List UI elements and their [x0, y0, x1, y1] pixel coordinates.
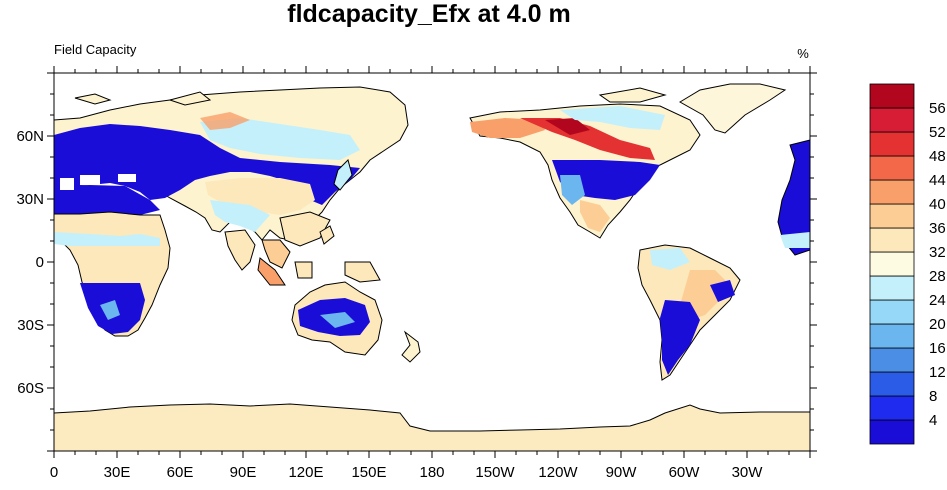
field-gap-2	[60, 178, 74, 190]
colorbar-box	[869, 155, 915, 181]
colorbar-label: 8	[929, 388, 937, 405]
lat-tick-label: 30S	[17, 317, 44, 334]
map-panel: 0 30E 60E 90E 120E 150E 180 150W 120W 90W 60W 30W 6…	[16, 66, 817, 481]
field-usa-west	[560, 175, 585, 205]
colorbar-box	[869, 107, 915, 133]
field-south-africa-2	[100, 300, 120, 320]
colorbar-box	[869, 275, 915, 301]
field-central-asia-light	[210, 200, 270, 232]
colorbar-box	[869, 347, 915, 373]
lon-tick-label: 90E	[230, 464, 257, 481]
field-sahara	[54, 185, 160, 215]
colorbar-label: 40	[929, 196, 946, 213]
colorbar-box	[869, 395, 915, 421]
colorbar-box	[869, 179, 915, 205]
colorbar-box	[869, 131, 915, 157]
field-alaska	[470, 118, 545, 138]
colorbar-box	[869, 371, 915, 397]
lon-tick-label: 60W	[669, 464, 701, 481]
lon-tick-label: 0	[50, 464, 58, 481]
india	[224, 229, 256, 271]
colorbar-box	[869, 203, 915, 229]
colorbar-label: 56	[929, 100, 946, 117]
colorbar-label: 32	[929, 244, 946, 261]
colorbar-box	[869, 227, 915, 253]
field-ural-high	[200, 112, 250, 130]
arctic-canada	[598, 87, 667, 103]
colorbar-label: 52	[929, 124, 946, 141]
lon-tick-label: 60E	[167, 464, 194, 481]
field-siberia-light	[200, 118, 360, 160]
philippines	[319, 225, 335, 245]
lon-tick-label: 120E	[288, 464, 323, 481]
colorbar-label: 16	[929, 340, 946, 357]
lat-tick-label: 60S	[17, 380, 44, 397]
chart-title: fldcapacity_Efx at 4.0 m	[287, 0, 570, 28]
colorbar-box	[869, 419, 915, 445]
colorbar-label: 12	[929, 364, 946, 381]
left-label: Field Capacity	[54, 42, 137, 57]
lat-ticks: 60N 30N 0 30S 60S	[16, 72, 817, 452]
field-eurasia-low	[54, 124, 360, 205]
novaya-zemlya	[168, 91, 212, 106]
svalbard	[74, 93, 112, 105]
lat-tick-label: 0	[36, 254, 44, 271]
colorbar-label: 28	[929, 268, 946, 285]
borneo	[294, 261, 313, 279]
lon-tick-label: 120W	[538, 464, 578, 481]
antarctica	[54, 403, 810, 451]
new-zealand	[401, 330, 421, 363]
colorbar-label: 44	[929, 172, 946, 189]
field-canada-high	[520, 118, 655, 160]
lon-tick-label: 90W	[606, 464, 638, 481]
lon-tick-label: 150E	[351, 464, 386, 481]
field-canada-max	[545, 118, 590, 135]
colorbar-label: 4	[929, 412, 937, 429]
lat-tick-label: 60N	[16, 128, 44, 145]
field-edge-light	[780, 232, 810, 248]
lat-tick-label: 30N	[16, 191, 44, 208]
sumatra	[257, 257, 286, 286]
colorbar-label: 48	[929, 148, 946, 165]
colorbar-label: 20	[929, 316, 946, 333]
greenland	[679, 83, 787, 134]
land-field	[54, 83, 810, 451]
field-mexico	[580, 200, 610, 232]
colorbar-label: 36	[929, 220, 946, 237]
units-label: %	[797, 46, 809, 61]
colorbar-box	[869, 83, 915, 109]
field-venezuela	[650, 248, 690, 270]
lon-tick-label: 180	[419, 464, 444, 481]
field-gap-3	[118, 174, 136, 182]
lon-ticks: 0 30E 60E 90E 120E 150E 180 150W 120W 90W 60W 30W	[50, 66, 811, 481]
europe-africa-edge	[777, 139, 810, 256]
field-australia-2	[320, 312, 355, 328]
field-argentina	[660, 300, 700, 375]
field-brazil-east	[710, 280, 735, 302]
lon-tick-label: 30E	[104, 464, 131, 481]
colorbar-box	[869, 323, 915, 349]
colorbar-box	[869, 299, 915, 325]
colorbar-label: 24	[929, 292, 946, 309]
colorbar-box	[869, 251, 915, 277]
lon-tick-label: 30W	[732, 464, 764, 481]
new-guinea	[344, 261, 381, 283]
china-south	[279, 211, 331, 247]
indochina	[261, 239, 291, 269]
lon-tick-label: 150W	[475, 464, 515, 481]
field-sahel	[54, 232, 160, 246]
field-gap-1	[80, 175, 100, 185]
field-canada-north	[560, 106, 665, 130]
japan	[333, 159, 353, 191]
